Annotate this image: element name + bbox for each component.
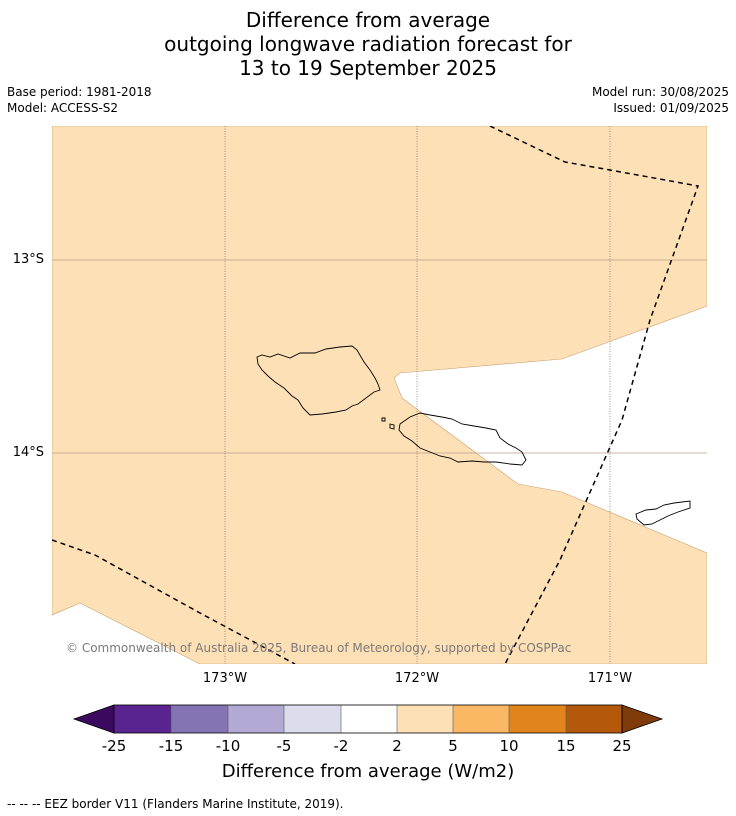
- colorbar: [72, 704, 664, 734]
- colorbar-title: Difference from average (W/m2): [221, 761, 515, 782]
- savaii-island: [256, 345, 381, 416]
- base-period: Base period: 1981-2018: [7, 85, 152, 99]
- colorbar-tick-label: 25: [612, 737, 632, 755]
- colorbar-bin-6: [397, 705, 453, 733]
- lat-label-14s: 14°S: [12, 445, 44, 460]
- colorbar-bin-2: [171, 705, 228, 733]
- colorbar-bin-9: [566, 705, 622, 733]
- colorbar-tick-label: 2: [392, 737, 402, 755]
- colorbar-tick-label: -10: [215, 737, 241, 755]
- apolima-island: [381, 417, 386, 422]
- colorbar-bin-1: [114, 705, 171, 733]
- map-area: [52, 126, 707, 664]
- title-line-1: Difference from average: [245, 8, 491, 32]
- colorbar-dividers: [170, 705, 567, 733]
- anomaly-shading: [52, 126, 707, 664]
- colorbar-tick-label: -25: [101, 737, 127, 755]
- eez-legend: -- -- -- EEZ border V11 (Flanders Marine…: [7, 797, 344, 811]
- copyright-notice: © Commonwealth of Australia 2025, Bureau…: [66, 641, 572, 655]
- eez-border-lower: [52, 539, 296, 664]
- colorbar-bin-3: [228, 705, 284, 733]
- colorbar-bin-8: [509, 705, 566, 733]
- model-run: Model run: 30/08/2025: [591, 85, 729, 99]
- colorbar-extend-high: [621, 704, 664, 734]
- title-line-2: outgoing longwave radiation forecast for: [164, 32, 572, 56]
- meta-left: Base period: 1981-2018 Model: ACCESS-S2: [7, 84, 152, 116]
- eez-border-upper: [489, 126, 700, 664]
- colorbar-tick-label: 15: [556, 737, 576, 755]
- colorbar-outline: [113, 704, 623, 734]
- title-line-3: 13 to 19 September 2025: [239, 56, 497, 80]
- upolu-island: [398, 412, 527, 466]
- tutuila-island: [635, 500, 691, 526]
- colorbar-bin-7: [453, 705, 509, 733]
- colorbar-tick-label: -15: [158, 737, 184, 755]
- colorbar-bin-4: [284, 705, 341, 733]
- manono-island: [389, 423, 395, 430]
- colorbar-tick-label: -2: [333, 737, 349, 755]
- model-name: Model: ACCESS-S2: [7, 101, 119, 115]
- colorbar-tick-label: -5: [276, 737, 292, 755]
- colorbar-tick-label: 5: [448, 737, 458, 755]
- chart-title: Difference from average outgoing longwav…: [0, 8, 736, 80]
- colorbar-tick-label: 10: [499, 737, 519, 755]
- issued-date: Issued: 01/09/2025: [613, 101, 729, 115]
- lon-label-171w: 171°W: [587, 671, 633, 686]
- lat-label-13s: 13°S: [12, 252, 44, 267]
- lon-label-173w: 173°W: [202, 671, 248, 686]
- lon-label-172w: 172°W: [394, 671, 440, 686]
- meta-right: Model run: 30/08/2025 Issued: 01/09/2025: [592, 84, 729, 116]
- colorbar-bin-5: [341, 705, 397, 733]
- colorbar-extend-low: [72, 704, 115, 734]
